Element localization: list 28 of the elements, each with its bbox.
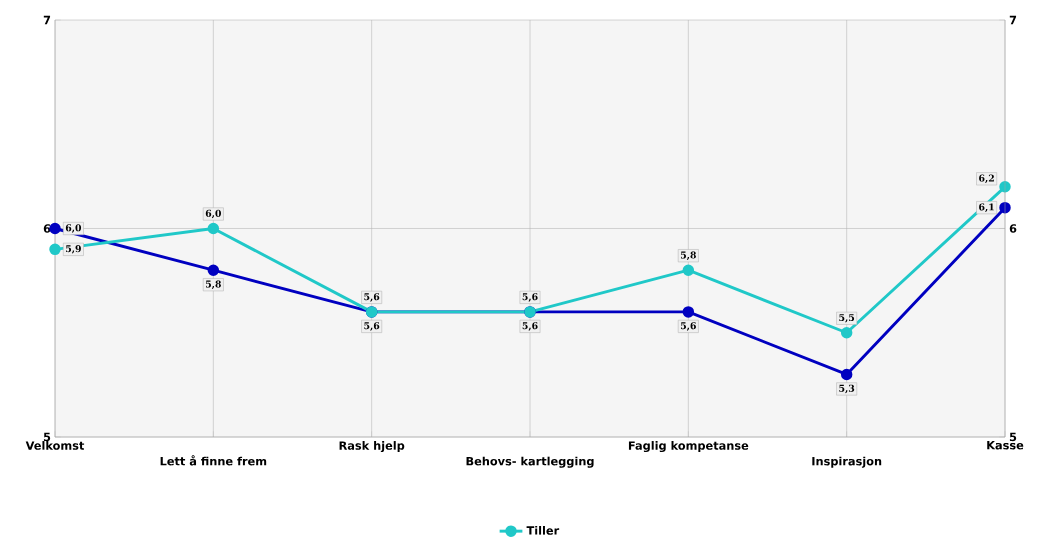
y-tick-label: 6 <box>43 224 51 233</box>
x-tick-label: Kasse <box>987 441 1024 450</box>
data-label: 5,6 <box>522 293 538 302</box>
y2-tick-label: 7 <box>1009 15 1017 25</box>
data-label: 5,5 <box>839 314 855 323</box>
x-tick-label: Lett å finne frem <box>160 455 267 466</box>
data-label: 6,2 <box>979 174 994 184</box>
y-tick-label: 7 <box>43 15 51 25</box>
data-label: 5,6 <box>364 293 380 302</box>
data-label: 6,0 <box>205 209 221 219</box>
x-tick-label: Inspirasjon <box>812 456 882 468</box>
x-tick-label: Faglig kompetanse <box>628 441 749 453</box>
y2-tick-label: 5 <box>1009 432 1017 442</box>
x-tick-label: Velkomst <box>25 441 85 450</box>
data-label: 5,6 <box>522 322 538 331</box>
x-tick-label: Behovs- kartlegging <box>466 456 594 468</box>
data-label: 5,6 <box>680 322 696 331</box>
y2-tick-label: 6 <box>1009 224 1017 233</box>
data-label: 5,8 <box>205 280 221 289</box>
data-label: 5,6 <box>364 322 380 331</box>
data-label: 5,3 <box>839 384 855 394</box>
legend-label: Tiller <box>526 525 560 535</box>
data-label: 5,8 <box>680 251 696 260</box>
data-label: 6,0 <box>65 224 82 233</box>
data-label: 5,9 <box>66 245 81 254</box>
x-tick-label: Rask hjelp <box>339 441 405 453</box>
y-tick-label: 5 <box>43 432 51 442</box>
data-label: 6,1 <box>979 203 994 212</box>
